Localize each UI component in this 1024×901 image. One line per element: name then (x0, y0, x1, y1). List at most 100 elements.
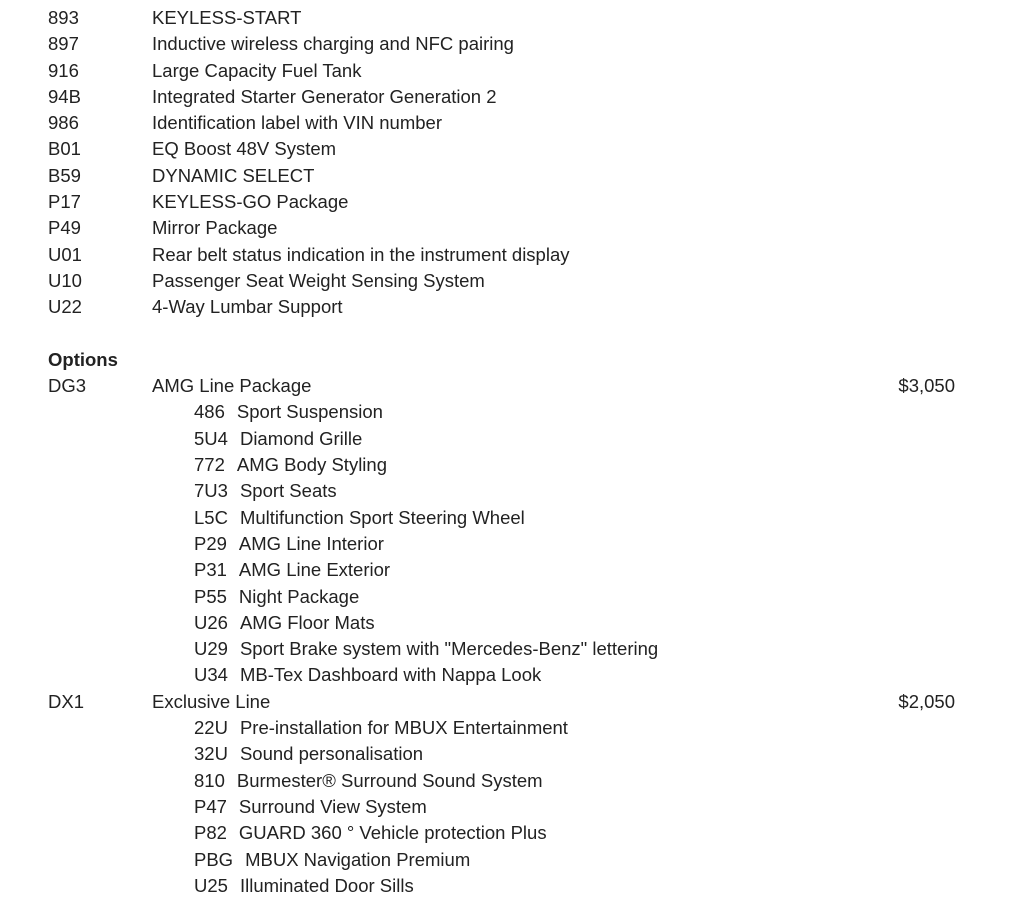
item-code: B01 (48, 138, 81, 160)
options-list: DG3 AMG Line Package $3,050 486 Sport Suspen… (0, 373, 1024, 899)
package-item-description: MBUX Navigation Premium (245, 848, 471, 870)
package-item-description: AMG Line Interior (238, 532, 384, 554)
package-item-row: 5U4 Diamond Grille (0, 426, 1024, 452)
package-item: P82 GUARD 360 ° Vehicle protection Plus (194, 820, 547, 846)
package-item-row: P29 AMG Line Interior (0, 531, 1024, 557)
item-description: Inductive wireless charging and NFC pair… (152, 33, 514, 55)
option-price: $3,050 (898, 375, 955, 397)
package-item-row: U25 Illuminated Door Sills (0, 873, 1024, 899)
item-description: 4-Way Lumbar Support (152, 296, 343, 318)
item-description: Large Capacity Fuel Tank (152, 59, 362, 81)
package-item-row: L5C Multifunction Sport Steering Wheel (0, 505, 1024, 531)
package-item-description: MB-Tex Dashboard with Nappa Look (239, 664, 542, 686)
package-item-code: P82 (194, 822, 227, 844)
option-description: Exclusive Line (152, 690, 271, 712)
spacer (0, 321, 1024, 347)
package-item: PBG MBUX Navigation Premium (194, 847, 470, 873)
package-item: 32U Sound personalisation (194, 741, 423, 767)
item-description: Identification label with VIN number (152, 112, 442, 134)
package-item-code: 32U (194, 743, 228, 765)
package-item-row: 7U3 Sport Seats (0, 478, 1024, 504)
package-item-description: Surround View System (238, 795, 427, 817)
standard-item-row: B01 EQ Boost 48V System (0, 136, 1024, 162)
item-description: KEYLESS-GO Package (152, 191, 349, 213)
package-item-code: U34 (194, 664, 228, 686)
package-item-code: 7U3 (194, 480, 228, 502)
item-description: Integrated Starter Generator Generation … (152, 85, 497, 107)
package-item-description: AMG Floor Mats (239, 611, 375, 633)
item-code: 893 (48, 7, 79, 28)
package-item: 7U3 Sport Seats (194, 478, 337, 504)
package-item: P29 AMG Line Interior (194, 531, 384, 557)
package-item: P31 AMG Line Exterior (194, 557, 390, 583)
options-heading: Options (48, 348, 118, 370)
package-item-description: Sound personalisation (239, 743, 424, 765)
package-item: U34 MB-Tex Dashboard with Nappa Look (194, 662, 541, 688)
standard-item-row: 897 Inductive wireless charging and NFC p… (0, 31, 1024, 57)
package-item-row: 810 Burmester® Surround Sound System (0, 768, 1024, 794)
package-item-code: 22U (194, 717, 228, 739)
standard-item-row: 893 KEYLESS-START (0, 5, 1024, 31)
package-item-description: Night Package (238, 585, 360, 607)
package-item-row: 22U Pre-installation for MBUX Entertainme… (0, 715, 1024, 741)
package-item: P47 Surround View System (194, 794, 427, 820)
standard-item-row: P49 Mirror Package (0, 215, 1024, 241)
package-item: P55 Night Package (194, 584, 359, 610)
package-item: 486 Sport Suspension (194, 399, 383, 425)
item-code: 897 (48, 33, 79, 55)
option-price: $2,050 (898, 690, 955, 712)
package-item-description: AMG Body Styling (236, 454, 387, 476)
option-package-row: DG3 AMG Line Package $3,050 (0, 373, 1024, 399)
package-item-row: P47 Surround View System (0, 794, 1024, 820)
item-description: Rear belt status indication in the instr… (152, 243, 570, 265)
package-item: U26 AMG Floor Mats (194, 610, 375, 636)
package-item-description: Burmester® Surround Sound System (236, 769, 543, 791)
package-item-code: 810 (194, 769, 225, 791)
package-item-code: 486 (194, 401, 225, 423)
package-item-row: P82 GUARD 360 ° Vehicle protection Plus (0, 820, 1024, 846)
standard-equipment-list: 893 KEYLESS-START 897 Inductive wireless ch… (0, 5, 1024, 321)
package-item-description: Sport Seats (239, 480, 337, 502)
item-code: 916 (48, 59, 79, 81)
standard-item-row: 94B Integrated Starter Generator Generati… (0, 84, 1024, 110)
package-item-description: Multifunction Sport Steering Wheel (239, 506, 525, 528)
package-item-code: U26 (194, 611, 228, 633)
item-code: B59 (48, 164, 81, 186)
package-item-code: P31 (194, 559, 227, 581)
option-code: DG3 (48, 375, 87, 397)
package-item-description: AMG Line Exterior (238, 559, 391, 581)
item-description: KEYLESS-START (152, 7, 302, 28)
package-item-row: 772 AMG Body Styling (0, 452, 1024, 478)
package-item-code: L5C (194, 506, 228, 528)
item-code: U10 (48, 269, 82, 291)
package-item-row: PBG MBUX Navigation Premium (0, 847, 1024, 873)
item-code: P17 (48, 191, 81, 213)
option-code: DX1 (48, 690, 84, 712)
standard-item-row: U22 4-Way Lumbar Support (0, 294, 1024, 320)
package-item-row: U34 MB-Tex Dashboard with Nappa Look (0, 662, 1024, 688)
option-package-row: DX1 Exclusive Line $2,050 (0, 689, 1024, 715)
package-item-code: 5U4 (194, 427, 228, 449)
package-item-description: Diamond Grille (239, 427, 363, 449)
package-item: L5C Multifunction Sport Steering Wheel (194, 505, 525, 531)
standard-item-row: P17 KEYLESS-GO Package (0, 189, 1024, 215)
package-item-description: Pre-installation for MBUX Entertainment (239, 717, 568, 739)
package-item: U29 Sport Brake system with "Mercedes-Ben… (194, 636, 658, 662)
package-item-code: 772 (194, 454, 225, 476)
package-item-code: P29 (194, 532, 227, 554)
package-item: 22U Pre-installation for MBUX Entertainme… (194, 715, 568, 741)
item-description: EQ Boost 48V System (152, 138, 337, 160)
item-code: U01 (48, 243, 82, 265)
package-item-description: Illuminated Door Sills (239, 874, 414, 896)
package-item: U25 Illuminated Door Sills (194, 873, 414, 899)
standard-item-row: B59 DYNAMIC SELECT (0, 163, 1024, 189)
standard-item-row: 916 Large Capacity Fuel Tank (0, 58, 1024, 84)
item-description: Mirror Package (152, 217, 278, 239)
options-heading-row: Options (0, 347, 1024, 373)
package-item-code: U29 (194, 638, 228, 660)
package-item-code: P47 (194, 795, 227, 817)
item-description: DYNAMIC SELECT (152, 164, 315, 186)
package-item-code: U25 (194, 874, 228, 896)
standard-item-row: U01 Rear belt status indication in the in… (0, 242, 1024, 268)
